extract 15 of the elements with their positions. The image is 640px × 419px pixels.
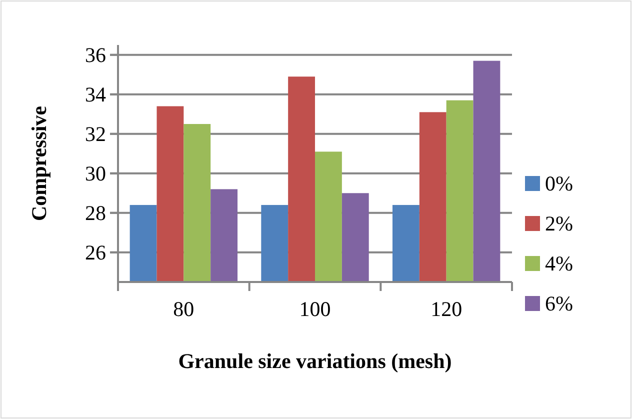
y-tick-label: 32 bbox=[85, 122, 106, 146]
y-tick-label: 36 bbox=[85, 43, 106, 68]
y-tick-label: 34 bbox=[85, 82, 106, 107]
legend-label: 6% bbox=[545, 291, 573, 316]
y-tick-label: 26 bbox=[85, 240, 106, 265]
legend-label: 4% bbox=[545, 251, 573, 276]
x-tick-label: 120 bbox=[430, 297, 462, 321]
y-tick-label: 28 bbox=[85, 201, 106, 226]
y-tick-label: 30 bbox=[85, 162, 106, 186]
x-axis-title: Granule size variations (mesh) bbox=[178, 349, 452, 373]
legend-label: 2% bbox=[545, 211, 573, 236]
legend-label: 0% bbox=[545, 171, 573, 196]
x-tick-label: 100 bbox=[299, 297, 331, 321]
x-tick-label: 80 bbox=[173, 297, 194, 321]
y-axis-title: Compressive bbox=[27, 106, 51, 222]
